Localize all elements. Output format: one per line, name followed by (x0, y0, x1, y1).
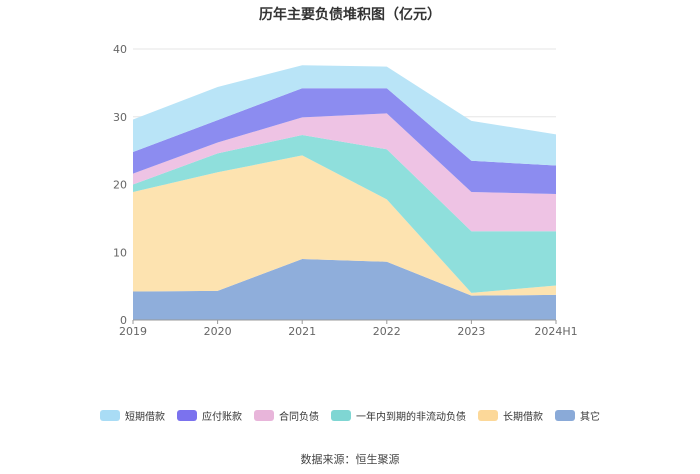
legend-swatch-long-term-loans (478, 410, 498, 421)
x-tick-label: 2023 (457, 325, 485, 338)
x-tick-label: 2019 (119, 325, 147, 338)
x-tick-label: 2021 (288, 325, 316, 338)
area-series-4 (133, 88, 556, 194)
data-source: 数据来源：恒生聚源 (300, 453, 400, 466)
legend-label: 其它 (580, 412, 600, 423)
x-tick-label: 2024H1 (534, 325, 577, 338)
legend-swatch-other (555, 410, 575, 421)
legend-label: 一年内到期的非流动负债 (356, 412, 466, 423)
y-tick-label: 40 (113, 43, 127, 56)
legend-item-contract-liabilities[interactable]: 合同负债 (254, 408, 319, 423)
y-tick-label: 30 (113, 111, 127, 124)
legend: 短期借款 应付账款 合同负债 一年内到期的非流动负债 长期借款 其它 (0, 408, 700, 423)
area-series-1 (133, 155, 556, 296)
legend-label: 长期借款 (503, 412, 543, 423)
legend-item-short-term-loans[interactable]: 短期借款 (100, 408, 165, 423)
legend-item-accounts-payable[interactable]: 应付账款 (177, 408, 242, 423)
legend-swatch-accounts-payable (177, 410, 197, 421)
area-series-5 (133, 65, 556, 166)
x-tick-label: 2022 (373, 325, 401, 338)
legend-swatch-short-term-loans (100, 410, 120, 421)
legend-label: 合同负债 (279, 412, 319, 423)
area-series-3 (133, 113, 556, 232)
area-series-0 (133, 259, 556, 320)
legend-item-other[interactable]: 其它 (555, 408, 600, 423)
legend-item-current-noncurrent-liabilities[interactable]: 一年内到期的非流动负债 (331, 408, 466, 423)
legend-label: 短期借款 (125, 412, 165, 423)
x-tick-label: 2020 (204, 325, 232, 338)
legend-item-long-term-loans[interactable]: 长期借款 (478, 408, 543, 423)
y-tick-label: 0 (120, 314, 127, 327)
legend-swatch-contract-liabilities (254, 410, 274, 421)
legend-label: 应付账款 (202, 412, 242, 423)
y-tick-label: 10 (113, 246, 127, 259)
y-tick-label: 20 (113, 179, 127, 192)
legend-swatch-current-noncurrent-liabilities (331, 410, 351, 421)
chart-title: 历年主要负债堆积图（亿元） (259, 7, 441, 23)
area-series-2 (133, 135, 556, 293)
